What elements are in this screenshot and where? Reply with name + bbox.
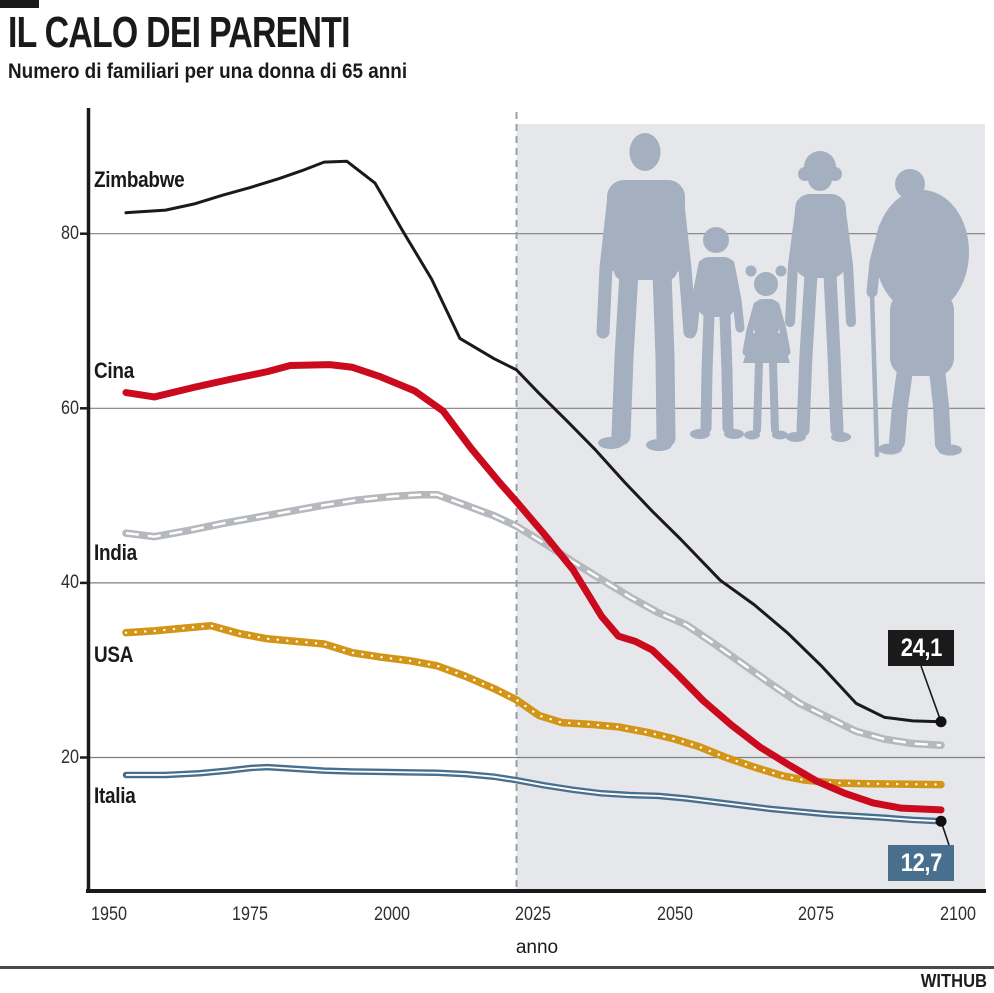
y-axis-tick-label-40: 40 (61, 572, 79, 593)
series-label-usa: USA (94, 642, 134, 667)
chart-axes (86, 108, 986, 893)
x-axis-tick-label-2075: 2075 (798, 904, 834, 925)
value-badge-italia: 12,7 (888, 845, 954, 881)
man-silhouette (596, 133, 697, 451)
family-silhouette-illustration (596, 133, 969, 458)
y-axis-tick-label-20: 20 (61, 747, 79, 768)
brand-logo: WITHUB (920, 971, 987, 991)
series-label-italia: Italia (94, 783, 136, 808)
y-axis-tick-label-60: 60 (61, 398, 79, 419)
value-badge-italia-text: 12,7 (900, 848, 942, 877)
x-axis-title: anno (515, 937, 559, 958)
page-subtitle: Numero di familiari per una donna di 65 … (8, 60, 408, 83)
value-badge-zimbabwe: 24,1 (888, 630, 954, 666)
footer-divider (0, 966, 994, 969)
walking-cane (869, 291, 880, 458)
x-axis-tick-label-1975: 1975 (232, 904, 268, 925)
x-axis-tick-label-2000: 2000 (374, 904, 410, 925)
boy-silhouette (688, 227, 745, 439)
series-label-india: India (94, 540, 137, 565)
page-title: IL CALO DEI PARENTI (8, 8, 351, 57)
x-axis-tick-label-2050: 2050 (657, 904, 693, 925)
x-axis-tick-label-2100: 2100 (940, 904, 976, 925)
elderly-man-silhouette (866, 169, 969, 458)
series-label-cina: Cina (94, 358, 134, 383)
series-label-zimbabwe: Zimbabwe (94, 167, 185, 192)
y-axis-tick-label-80: 80 (61, 223, 79, 244)
girl-silhouette (742, 265, 791, 440)
woman-silhouette (785, 151, 856, 442)
x-axis-tick-label-1950: 1950 (91, 904, 127, 925)
value-badge-zimbabwe-text: 24,1 (900, 633, 942, 662)
x-axis-tick-label-2025: 2025 (515, 904, 551, 925)
title-accent-bar (0, 0, 39, 8)
